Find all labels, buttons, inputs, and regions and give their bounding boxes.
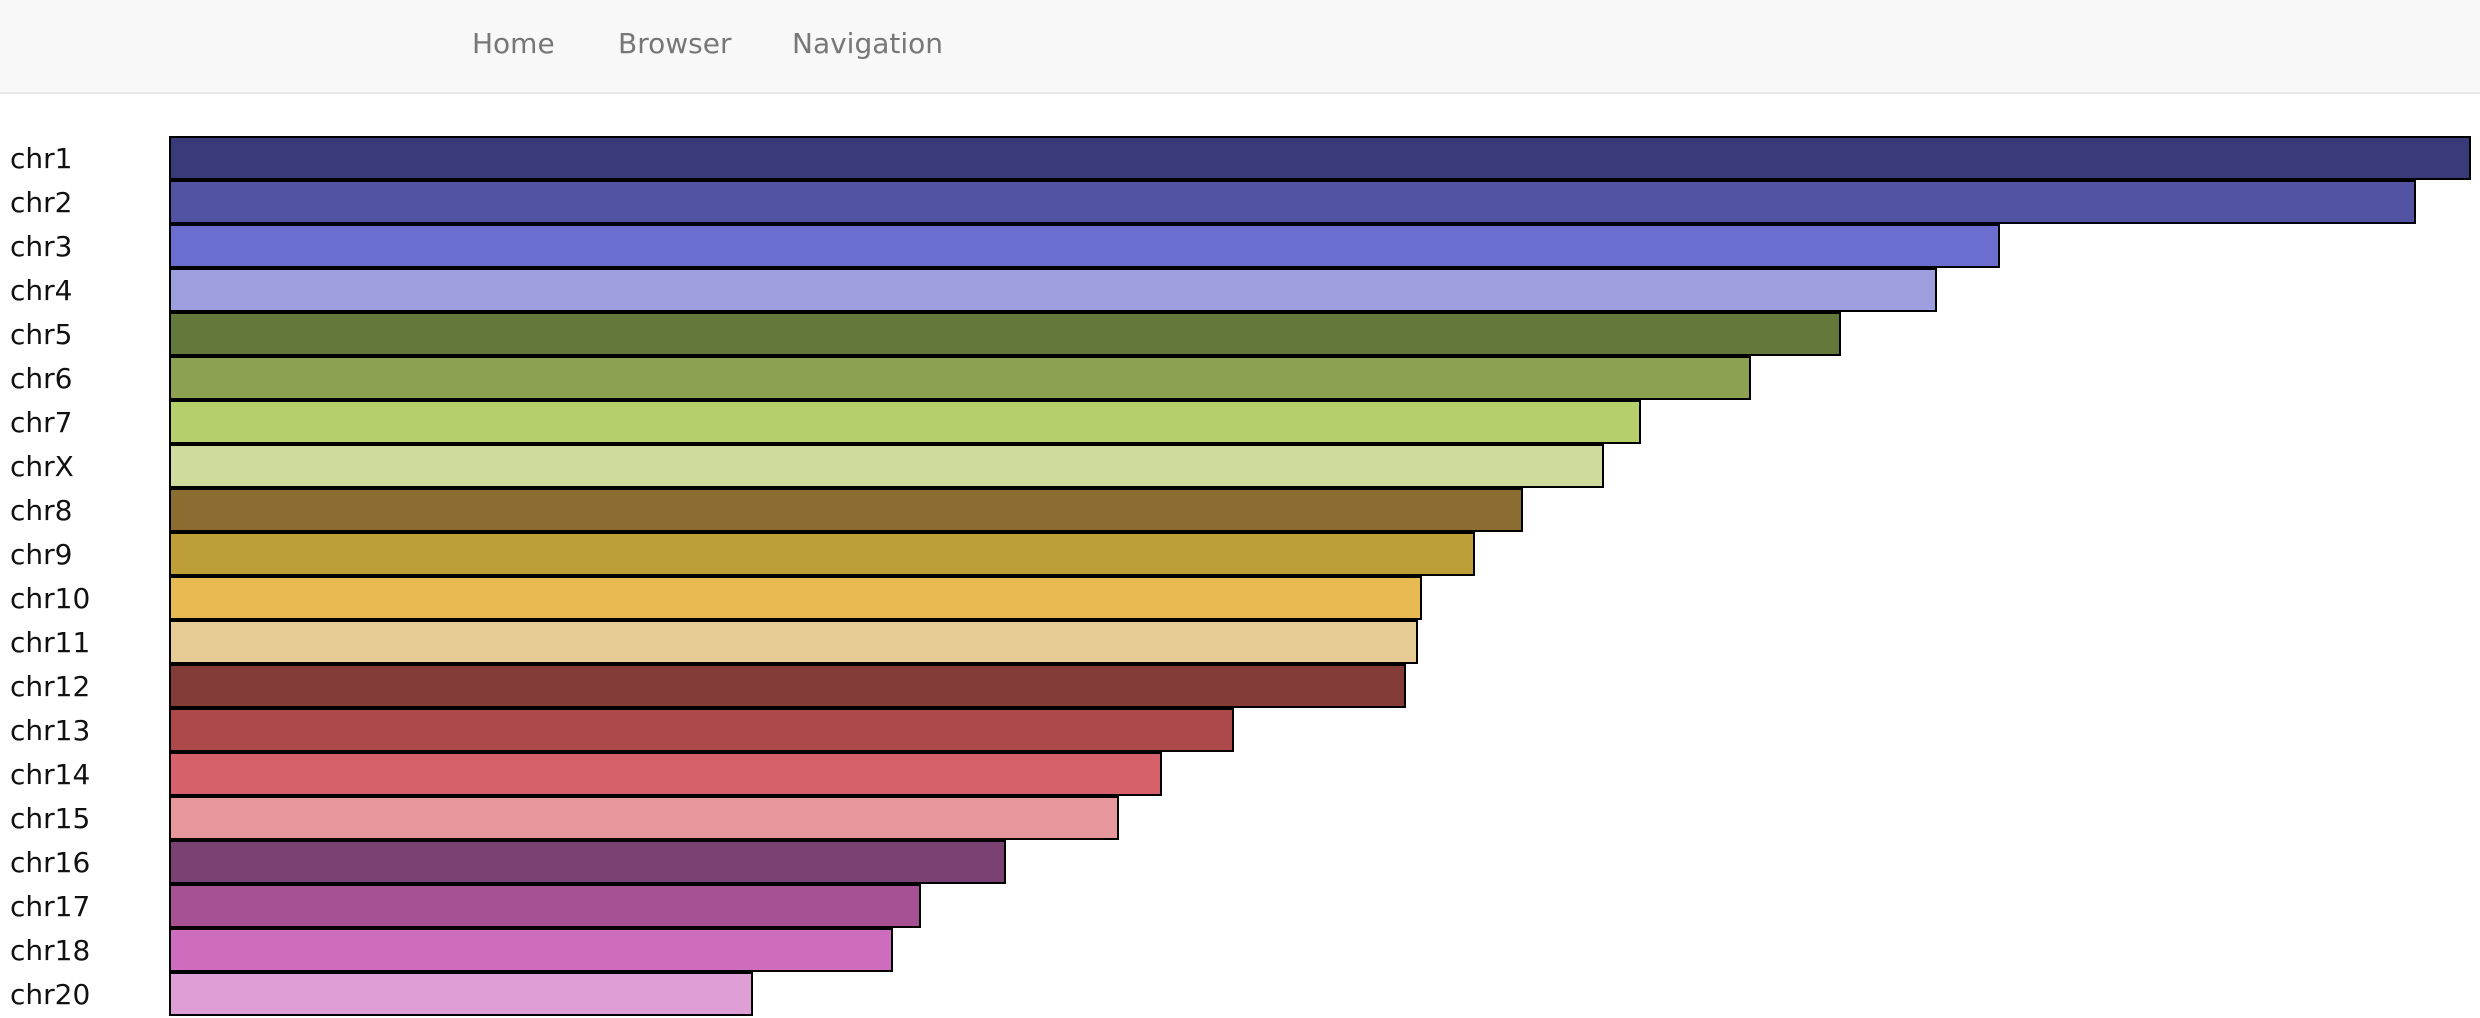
bar-chr6[interactable]: [169, 356, 1751, 400]
label-chr20: chr20: [10, 978, 90, 1011]
label-chr5: chr5: [10, 318, 72, 351]
label-chr8: chr8: [10, 494, 72, 527]
bar-chr2[interactable]: [169, 180, 2416, 224]
label-chr16: chr16: [10, 846, 90, 879]
chromosome-bar-chart: chr1 chr2 chr3 chr4 chr5 chr6 chr7 chrX chr8 chr9…: [10, 136, 2471, 1016]
bar-chr7[interactable]: [169, 400, 1641, 444]
bar-chr5[interactable]: [169, 312, 1841, 356]
bar-chr12[interactable]: [169, 664, 1406, 708]
bar-chrX[interactable]: [169, 444, 1604, 488]
label-chr9: chr9: [10, 538, 72, 571]
bar-chr3[interactable]: [169, 224, 2000, 268]
label-chr18: chr18: [10, 934, 90, 967]
label-chr17: chr17: [10, 890, 90, 923]
nav-home-link[interactable]: Home: [472, 27, 555, 60]
label-chr1: chr1: [10, 142, 72, 175]
label-chr3: chr3: [10, 230, 72, 263]
bar-chr17[interactable]: [169, 884, 921, 928]
nav-navigation-link[interactable]: Navigation: [792, 27, 944, 60]
label-chr13: chr13: [10, 714, 90, 747]
label-chr11: chr11: [10, 626, 90, 659]
label-chr2: chr2: [10, 186, 72, 219]
nav-browser-link[interactable]: Browser: [618, 27, 732, 60]
label-chr15: chr15: [10, 802, 90, 835]
bar-chr11[interactable]: [169, 620, 1418, 664]
label-chr10: chr10: [10, 582, 90, 615]
top-navbar: Home Browser Navigation: [0, 0, 2480, 94]
bar-chr1[interactable]: [169, 136, 2471, 180]
label-chr6: chr6: [10, 362, 72, 395]
bar-chr14[interactable]: [169, 752, 1162, 796]
bar-chr15[interactable]: [169, 796, 1119, 840]
label-chrX: chrX: [10, 450, 74, 483]
bar-chr20[interactable]: [169, 972, 753, 1016]
label-chr4: chr4: [10, 274, 72, 307]
label-chr7: chr7: [10, 406, 72, 439]
bar-chr8[interactable]: [169, 488, 1523, 532]
bar-chr13[interactable]: [169, 708, 1234, 752]
bar-chr16[interactable]: [169, 840, 1006, 884]
bar-chr10[interactable]: [169, 576, 1422, 620]
label-chr14: chr14: [10, 758, 90, 791]
bar-chr9[interactable]: [169, 532, 1475, 576]
bar-chr4[interactable]: [169, 268, 1937, 312]
bar-chr18[interactable]: [169, 928, 893, 972]
label-chr12: chr12: [10, 670, 90, 703]
